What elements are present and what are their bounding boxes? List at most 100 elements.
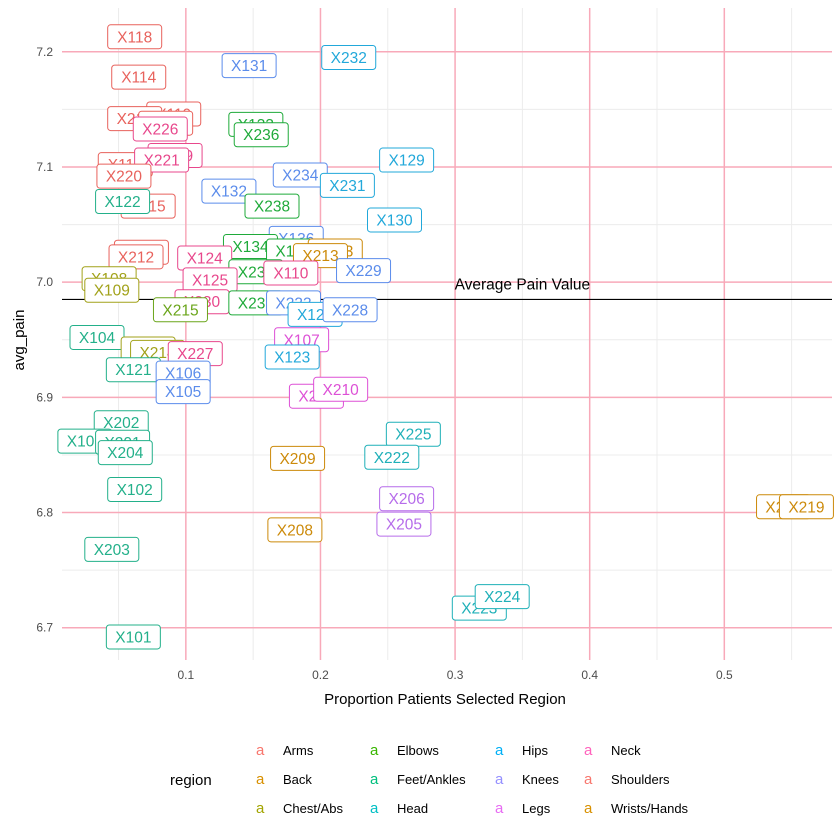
legend-label: Feet/Ankles <box>397 772 466 787</box>
legend-item: a Feet/Ankles <box>370 771 466 788</box>
point-label-text: X134 <box>232 239 269 256</box>
point-label-box <box>322 297 378 323</box>
point-label-text: X109 <box>94 283 130 300</box>
legend-key: a <box>370 771 379 788</box>
point-label: X210 <box>313 376 369 402</box>
legend-key: a <box>256 742 265 759</box>
legend-label: Elbows <box>397 743 439 758</box>
point-label-box <box>376 511 432 537</box>
legend-label: Arms <box>283 743 314 758</box>
y-tick-label: 7.1 <box>36 160 53 174</box>
point-label: X228 <box>322 297 378 323</box>
point-label: X129 <box>379 147 435 173</box>
point-label-box <box>111 64 167 90</box>
point-label: X130 <box>367 207 422 233</box>
legend-label: Legs <box>522 801 551 816</box>
legend-item: a Back <box>256 771 312 788</box>
point-label-box <box>270 445 326 471</box>
point-label-text: X227 <box>177 346 213 363</box>
legend-item: a Shoulders <box>584 771 670 788</box>
legend-item: a Chest/Abs <box>256 800 343 817</box>
legend-label: Wrists/Hands <box>611 801 689 816</box>
point-label-box <box>201 178 257 204</box>
point-label-text: X224 <box>484 589 521 606</box>
point-label: X125 <box>182 267 238 293</box>
legend-key: a <box>256 800 265 817</box>
y-axis-ticks: 6.7 6.8 6.9 7.0 7.1 7.2 <box>36 45 53 635</box>
point-label-box <box>379 147 435 173</box>
point-label-box <box>95 189 151 215</box>
point-label-text: X202 <box>103 415 139 432</box>
point-label: X102 <box>107 477 163 503</box>
point-label-text: X234 <box>282 168 319 185</box>
point-label: X110 <box>263 260 319 286</box>
data-labels: X118X114X119X217X218X226X219X116X221X220… <box>57 24 834 650</box>
legend-label: Chest/Abs <box>283 801 343 816</box>
point-label-box <box>84 277 140 303</box>
point-label-text: X238 <box>254 199 290 216</box>
y-tick-label: 6.7 <box>36 621 53 635</box>
point-label-text: X121 <box>115 362 151 379</box>
point-label: X203 <box>84 536 140 562</box>
point-label: X131 <box>221 53 277 79</box>
average-line-label: Average Pain Value <box>455 276 591 293</box>
point-label: X226 <box>132 116 188 142</box>
point-label: X118 <box>107 24 163 50</box>
point-label-text: X205 <box>386 517 422 534</box>
point-label-text: X114 <box>121 70 156 87</box>
point-label-text: X124 <box>187 250 224 267</box>
point-label-box <box>97 440 153 466</box>
point-label: X202 <box>93 410 149 436</box>
point-label-text: X118 <box>117 29 152 46</box>
point-label-text: X105 <box>165 384 201 401</box>
point-label: X124 <box>177 245 233 271</box>
point-label: X232 <box>321 45 377 71</box>
legend-label: Shoulders <box>611 772 670 787</box>
legend-key: a <box>584 742 593 759</box>
point-label-box <box>474 584 530 610</box>
point-label: X231 <box>319 172 375 198</box>
point-label: X220 <box>96 163 152 189</box>
legend: region a Arms a Back a Chest/Abs a Elbows a Feet/… <box>170 742 689 817</box>
point-label-text: X110 <box>273 265 308 282</box>
point-label: X222 <box>364 444 420 470</box>
point-label: X123 <box>264 344 320 370</box>
x-tick-label: 0.5 <box>716 668 733 682</box>
point-label: X212 <box>108 244 164 270</box>
point-label: X132 <box>201 178 257 204</box>
point-label-box <box>263 260 319 286</box>
point-label-text: X131 <box>231 58 267 75</box>
point-label-box <box>105 624 161 650</box>
point-label: X109 <box>84 277 140 303</box>
point-label: X238 <box>244 193 300 219</box>
legend-item: a Elbows <box>370 742 439 759</box>
point-label: X224 <box>474 584 530 610</box>
x-tick-label: 0.2 <box>312 668 329 682</box>
legend-key: a <box>495 742 504 759</box>
point-label: X204 <box>97 440 153 466</box>
point-label-box <box>244 193 300 219</box>
point-label-box <box>155 379 211 405</box>
point-label: X105 <box>155 379 211 405</box>
point-label-box <box>364 444 420 470</box>
legend-label: Head <box>397 801 428 816</box>
point-label-text: X206 <box>389 491 425 508</box>
point-label-text: X231 <box>329 178 365 195</box>
point-label-text: X228 <box>332 302 368 319</box>
x-axis-title: Proportion Patients Selected Region <box>324 691 566 708</box>
y-tick-label: 7.0 <box>36 275 53 289</box>
point-label-text: X226 <box>142 121 178 138</box>
point-label: X205 <box>376 511 432 537</box>
x-tick-label: 0.4 <box>581 668 598 682</box>
legend-label: Back <box>283 772 312 787</box>
x-tick-label: 0.1 <box>178 668 195 682</box>
point-label-text: X237 <box>238 295 274 312</box>
legend-item: a Knees <box>495 771 559 788</box>
point-label: X209 <box>270 445 326 471</box>
point-label: X208 <box>267 517 323 543</box>
point-label-box <box>336 258 392 284</box>
point-label-box <box>319 172 375 198</box>
point-label: X215 <box>152 297 208 323</box>
legend-label: Hips <box>522 743 549 758</box>
